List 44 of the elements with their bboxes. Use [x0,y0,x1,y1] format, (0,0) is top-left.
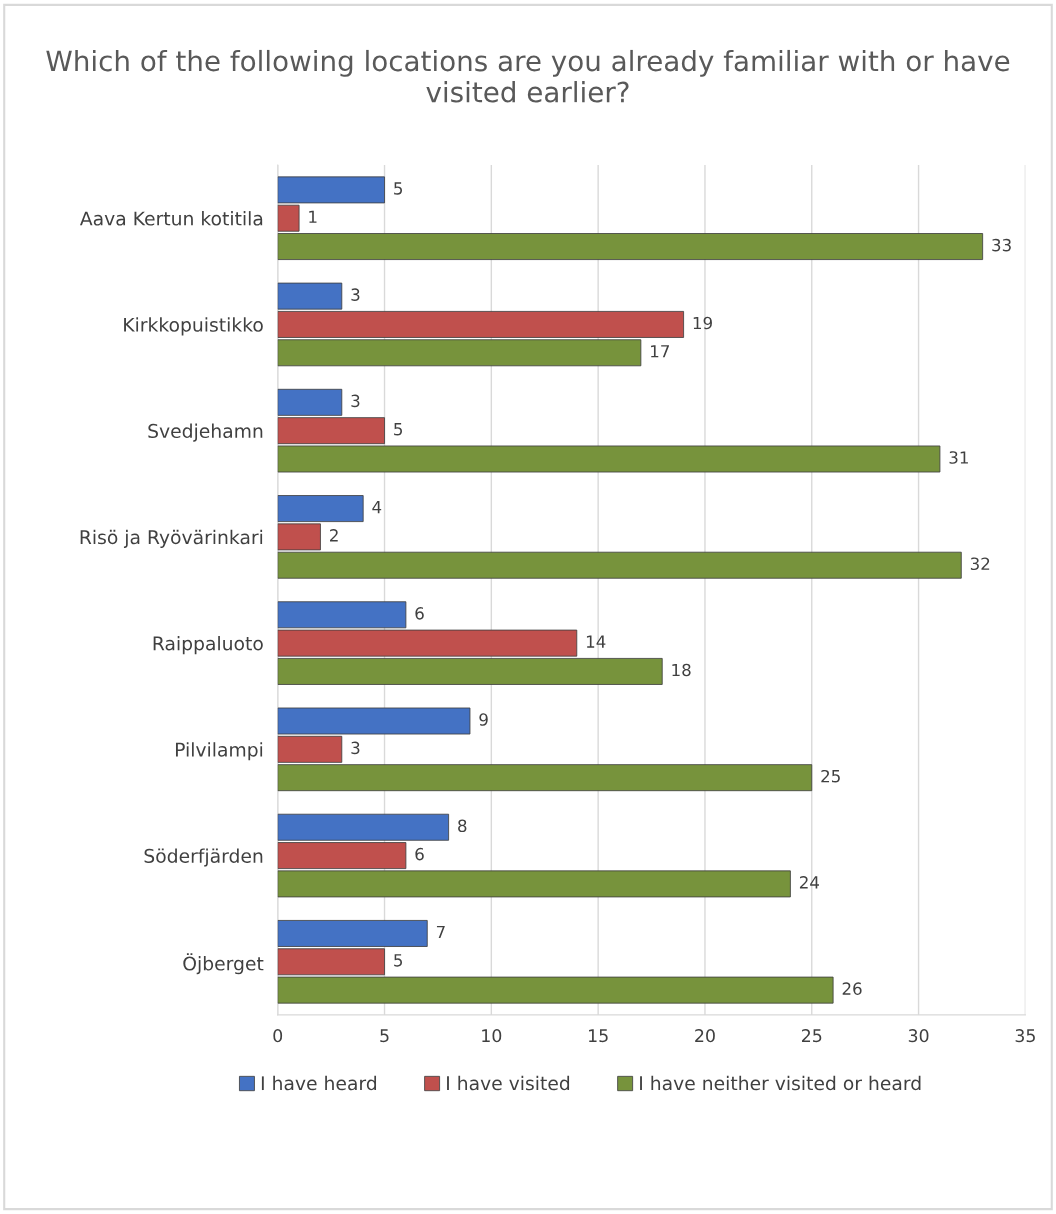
legend-label: I have heard [261,1075,377,1091]
x-tick-label: 15 [589,1029,608,1043]
chart-title: Which of the following locations are you already familiar with or have visited earlier? [46,49,1010,103]
legend-label: I have neither visited or heard [640,1075,921,1091]
x-tick-label: 5 [380,1029,389,1043]
x-tick-label: 30 [908,1029,929,1043]
data-label: 3 [351,288,360,301]
y-tick-label: Kirkkopuistikko [124,317,263,336]
legend-label: I have visited [447,1075,570,1091]
data-label: 1 [309,210,317,223]
data-label: 14 [586,635,606,648]
data-label: 4 [372,501,382,514]
data-label: 3 [351,741,360,755]
data-label: 32 [970,557,990,571]
data-label: 31 [949,451,968,464]
data-label: 6 [415,607,424,620]
data-label: 17 [651,345,669,358]
data-label: 26 [842,982,862,995]
y-tick-label: Söderfjärden [144,848,263,867]
y-tick-label: Svedjehamn [148,423,263,442]
x-tick-label: 20 [695,1029,715,1043]
x-tick-label: 0 [273,1029,283,1043]
y-tick-label: Öjberget [183,953,264,975]
data-label: 5 [394,182,403,195]
y-tick-label: Risö ja Ryövärinkari [80,529,263,548]
x-tick-label: 35 [1015,1029,1035,1043]
data-label: 5 [394,954,403,967]
data-label: 18 [672,663,691,677]
data-label: 8 [458,819,467,833]
data-label: 3 [351,394,360,408]
y-tick-label: Aava Kertun kotitila [79,211,263,226]
y-tick-label: Raippaluoto [153,635,263,655]
data-label: 24 [799,876,820,889]
data-label: 25 [821,769,840,783]
data-label: 33 [992,238,1011,252]
data-label: 6 [415,847,424,861]
x-tick-label: 25 [801,1029,822,1043]
data-label: 7 [436,925,445,939]
data-label: 9 [479,713,488,726]
data-label: 2 [330,529,338,542]
y-tick-label: Pilvilampi [176,742,263,761]
data-label: 19 [693,316,712,330]
x-tick-label: 10 [482,1029,502,1043]
data-label: 5 [394,423,403,436]
